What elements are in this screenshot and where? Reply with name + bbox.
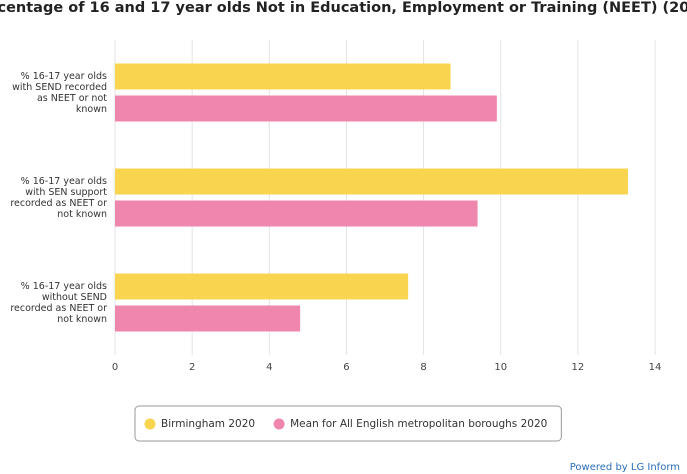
y-tick-label: % 16-17 year olds without SEND recorded … [10, 280, 107, 325]
bar [115, 305, 301, 332]
legend-swatch [273, 418, 285, 430]
bar [115, 95, 497, 122]
legend-box [134, 405, 562, 442]
x-tick-label: 10 [494, 362, 507, 373]
x-tick-label: 4 [266, 362, 272, 373]
y-tick-label: % 16-17 year olds with SEND recorded as … [12, 70, 107, 115]
legend-label: Mean for All English metropolitan boroug… [290, 418, 547, 430]
x-tick-label: 12 [571, 362, 584, 373]
chart-title: Percentage of 16 and 17 year olds Not in… [0, 0, 687, 16]
x-tick-label: 6 [343, 362, 349, 373]
bar [115, 200, 478, 227]
bar [115, 168, 628, 195]
x-tick-label: 8 [420, 362, 426, 373]
x-tick-label: 0 [112, 362, 118, 373]
legend-label: Birmingham 2020 [161, 418, 255, 430]
legend-swatch [144, 418, 156, 430]
x-tick-label: 14 [649, 362, 662, 373]
y-tick-label: % 16-17 year olds with SEN support recor… [10, 175, 107, 220]
credit-link[interactable]: Powered by LG Inform [570, 462, 680, 473]
bar [115, 273, 409, 300]
x-tick-label: 2 [189, 362, 195, 373]
bar [115, 63, 451, 90]
